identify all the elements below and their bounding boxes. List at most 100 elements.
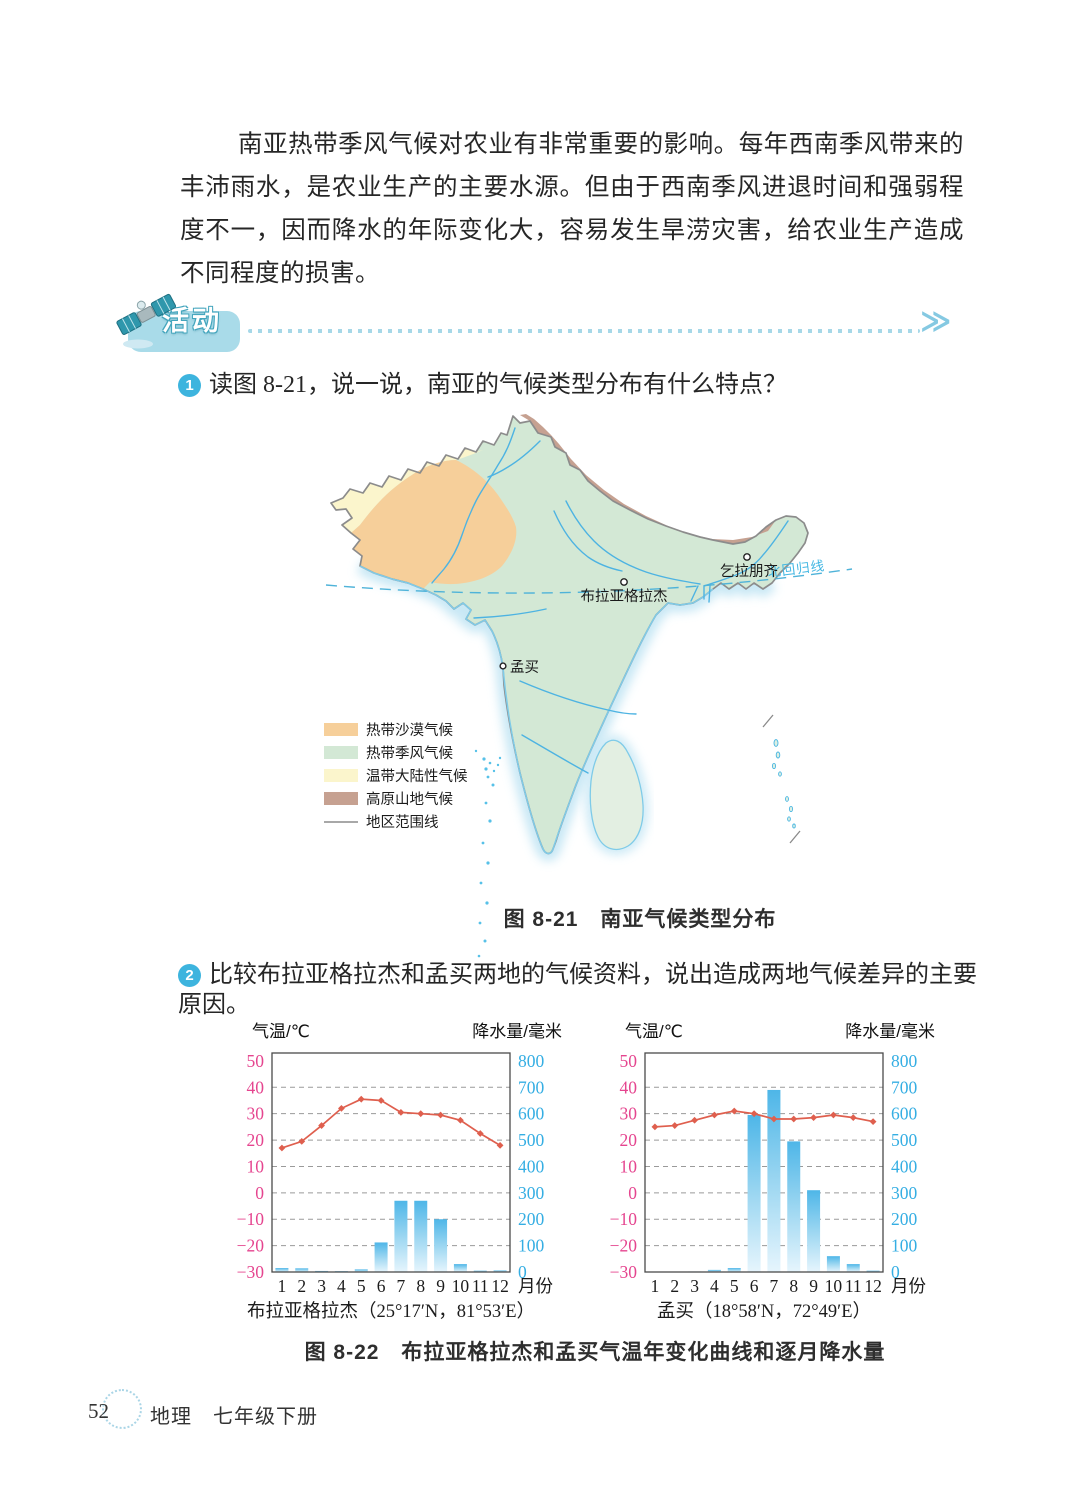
- precip-bar: [866, 1270, 880, 1272]
- precip-bar: [414, 1200, 428, 1272]
- svg-text:−20: −20: [237, 1236, 265, 1256]
- legend-label-continental: 温带大陆性气候: [366, 768, 468, 785]
- river-indus: [431, 427, 516, 584]
- river-godavari: [519, 680, 637, 715]
- svg-text:7: 7: [770, 1276, 779, 1296]
- svg-text:7: 7: [397, 1276, 406, 1296]
- temp-marker: [357, 1095, 365, 1103]
- river-delta-branch-2: [708, 585, 711, 603]
- svg-text:0: 0: [518, 1262, 527, 1282]
- temp-marker: [278, 1144, 286, 1152]
- satellite-icon: [116, 293, 177, 349]
- svg-text:12: 12: [864, 1276, 882, 1296]
- precip-axis-title: 降水量/毫米: [472, 1022, 562, 1041]
- svg-text:−20: −20: [610, 1236, 638, 1256]
- river-krishna: [521, 734, 589, 774]
- svg-text:30: 30: [247, 1104, 265, 1124]
- river-yamuna: [553, 510, 623, 572]
- svg-text:−30: −30: [610, 1262, 638, 1282]
- svg-text:−30: −30: [237, 1262, 265, 1282]
- city-label-mumbai: 孟买: [510, 659, 539, 676]
- svg-text:5: 5: [730, 1276, 739, 1296]
- river-narmada: [473, 608, 547, 619]
- temp-axis-title: 气温/℃: [252, 1022, 310, 1041]
- temp-marker: [298, 1137, 306, 1145]
- svg-text:40: 40: [620, 1077, 638, 1097]
- precip-bar: [707, 1269, 721, 1272]
- svg-text:200: 200: [891, 1209, 918, 1229]
- svg-text:40: 40: [247, 1077, 265, 1097]
- precip-bar: [493, 1270, 507, 1272]
- legend-label-highland: 高原山地气候: [366, 791, 453, 808]
- svg-text:10: 10: [825, 1276, 843, 1296]
- temp-marker: [437, 1111, 444, 1119]
- tropic-of-cancer-line: [325, 568, 853, 594]
- footer-subject-book: 地理 七年级下册: [150, 1406, 318, 1428]
- precip-bars: [688, 1089, 880, 1272]
- svg-text:10: 10: [620, 1156, 638, 1176]
- temp-marker: [417, 1110, 425, 1118]
- svg-text:50: 50: [247, 1051, 265, 1071]
- precip-bar: [434, 1219, 448, 1272]
- svg-text:9: 9: [809, 1276, 818, 1296]
- legend-swatch-continental: [324, 769, 358, 782]
- legend-label-boundary: 地区范围线: [366, 814, 439, 831]
- svg-text:8: 8: [789, 1276, 798, 1296]
- svg-text:0: 0: [628, 1183, 637, 1203]
- river-delta-branch-1: [690, 585, 699, 602]
- svg-text:5: 5: [357, 1276, 366, 1296]
- question-1-text: 读图 8-21，说一说，南亚的气候类型分布有什么特点？: [209, 372, 787, 398]
- region-highland: [520, 414, 776, 544]
- svg-text:6: 6: [750, 1276, 759, 1296]
- temp-tick-labels: 50 40 30 20 10 0 −10 −20 −30: [610, 1051, 638, 1282]
- svg-text:200: 200: [518, 1209, 545, 1229]
- temp-marker: [770, 1115, 778, 1123]
- temp-marker: [671, 1122, 679, 1129]
- svg-text:1: 1: [278, 1276, 287, 1296]
- gridlines: [272, 1086, 510, 1247]
- island-chain-east: [771, 739, 796, 829]
- legend-swatch-monsoon: [324, 746, 358, 759]
- city-marker-mumbai: [499, 662, 507, 670]
- svg-text:100: 100: [891, 1236, 918, 1256]
- precip-bar: [747, 1115, 761, 1272]
- legend-label-monsoon: 热带季风气候: [366, 745, 453, 762]
- svg-text:100: 100: [518, 1236, 545, 1256]
- precip-bar: [826, 1256, 840, 1272]
- precip-tick-labels: 800 700 600 500 400 300 200 100 0: [891, 1051, 918, 1282]
- precip-bar: [295, 1268, 309, 1272]
- svg-text:20: 20: [247, 1130, 265, 1150]
- precip-bar: [473, 1270, 487, 1272]
- svg-text:600: 600: [891, 1104, 918, 1124]
- precip-bar: [787, 1141, 801, 1272]
- svg-text:50: 50: [620, 1051, 638, 1071]
- island-chain-west: [474, 749, 502, 958]
- activity-banner: 活动 ≫: [116, 293, 980, 358]
- svg-text:300: 300: [891, 1183, 918, 1203]
- temp-marker: [810, 1114, 817, 1122]
- svg-text:10: 10: [452, 1276, 470, 1296]
- question-1: 1 读图 8-21，说一说，南亚的气候类型分布有什么特点？: [178, 370, 978, 400]
- rivers: [431, 427, 789, 774]
- svg-text:0: 0: [891, 1262, 900, 1282]
- temp-marker: [711, 1111, 718, 1119]
- precip-bar: [354, 1269, 368, 1272]
- precip-bar: [453, 1264, 467, 1272]
- temp-marker: [750, 1110, 758, 1118]
- svg-text:700: 700: [891, 1077, 918, 1097]
- svg-text:1: 1: [651, 1276, 660, 1296]
- svg-text:400: 400: [518, 1156, 545, 1176]
- climate-chart-prayagraj: 50403020100−10−20−3080070060050040030020…: [237, 1022, 562, 1322]
- temp-markers: [278, 1095, 504, 1152]
- temp-marker: [651, 1123, 659, 1131]
- temp-marker: [869, 1118, 877, 1126]
- svg-text:300: 300: [518, 1183, 545, 1203]
- page-number: 52: [88, 1399, 109, 1423]
- activity-badge-label: 活动: [162, 306, 222, 336]
- precip-tick-labels: 800 700 600 500 400 300 200 100 0: [518, 1051, 545, 1282]
- river-indus-tributary: [487, 440, 541, 478]
- temp-axis-title: 气温/℃: [625, 1022, 683, 1041]
- precip-bar: [727, 1268, 741, 1272]
- page-number-ring: [102, 1389, 142, 1429]
